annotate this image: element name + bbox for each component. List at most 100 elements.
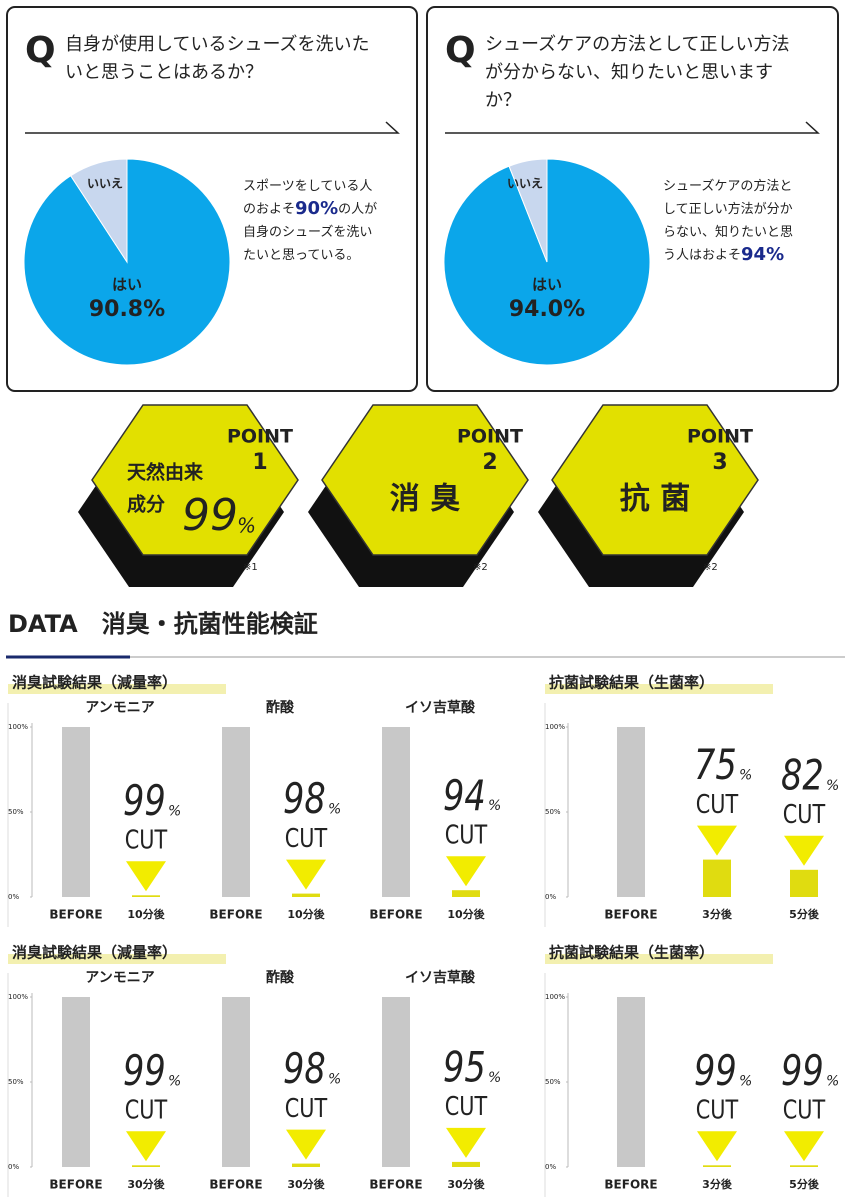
cut-arrow	[697, 825, 737, 856]
y-tick-label: 50%	[8, 1078, 24, 1086]
y-tick-label: 100%	[8, 723, 28, 731]
cut-unit: %	[826, 1073, 839, 1089]
y-tick-label: 100%	[8, 993, 28, 1001]
bar	[292, 893, 320, 897]
y-tick-label: 50%	[545, 808, 561, 816]
x-tick-label: 30分後	[287, 1177, 325, 1191]
pie-label: いいえ	[507, 177, 543, 191]
cut-arrow	[446, 856, 486, 887]
bar	[132, 895, 160, 897]
cut-arrow	[286, 859, 326, 890]
description: う人はおよそ94%	[663, 244, 784, 265]
cut-unit: %	[739, 768, 752, 784]
x-tick-label: 30分後	[447, 1177, 485, 1191]
group-name: アンモニア	[85, 970, 154, 986]
description-segment: して正しい方法が分か	[663, 201, 793, 217]
question-text: いと思うことはあるか？	[65, 62, 263, 83]
y-tick-label: 50%	[545, 1078, 561, 1086]
cut-word: CUT	[783, 1094, 826, 1125]
cut-arrow	[286, 1129, 326, 1160]
point-text: 天然由来	[127, 461, 203, 484]
point-label: POINT	[227, 426, 293, 448]
pie-label: いいえ	[87, 177, 123, 191]
point-number: 2	[482, 450, 497, 475]
x-tick-label: BEFORE	[369, 1178, 422, 1192]
cut-value: 75	[694, 741, 737, 790]
pie-value: 90.8%	[89, 297, 165, 322]
point-number: 1	[252, 450, 267, 475]
cut-unit: %	[328, 1072, 341, 1088]
q-mark: Q	[445, 30, 476, 71]
point-text: 消 臭	[390, 482, 460, 517]
hexagon	[91, 404, 299, 556]
bar	[790, 869, 818, 897]
cut-arrow	[784, 1131, 824, 1162]
panel-title: 消臭試験結果（減量率）	[12, 674, 177, 692]
pie-label: はい	[112, 276, 142, 294]
cut-word: CUT	[445, 819, 488, 850]
x-tick-label: BEFORE	[604, 1178, 657, 1192]
cut-word: CUT	[696, 788, 739, 819]
description: たいと思っている。	[243, 248, 359, 263]
x-tick-label: 5分後	[789, 1177, 820, 1191]
bar	[62, 997, 90, 1167]
cut-value: 98	[283, 775, 326, 824]
y-tick-label: 50%	[8, 808, 24, 816]
cut-word: CUT	[125, 824, 168, 855]
y-tick-label: 0%	[545, 893, 556, 901]
description: スポーツをしている人	[243, 179, 372, 194]
cut-unit: %	[739, 1073, 752, 1089]
panel-title-highlight	[545, 954, 773, 964]
cut-value: 94	[443, 771, 486, 820]
description: 自身のシューズを洗い	[243, 224, 372, 240]
bar	[790, 1165, 818, 1167]
cut-word: CUT	[285, 1092, 328, 1123]
description-segment: スポーツをしている人	[243, 179, 372, 194]
cut-unit: %	[488, 798, 501, 814]
question-text: か？	[485, 90, 521, 111]
group-name: 酢酸	[266, 969, 295, 986]
x-tick-label: BEFORE	[49, 1178, 102, 1192]
y-tick-label: 0%	[8, 1163, 19, 1171]
bar	[222, 997, 250, 1167]
divider-arrow	[25, 121, 400, 134]
cut-arrow	[126, 861, 166, 892]
point-figure: 99	[182, 490, 238, 541]
point-note: ※2	[473, 562, 488, 573]
x-tick-label: BEFORE	[209, 1178, 262, 1192]
cut-arrow	[126, 1131, 166, 1162]
point-note: ※1	[243, 562, 258, 573]
panel-title-highlight	[8, 684, 226, 694]
x-tick-label: 3分後	[702, 1177, 733, 1191]
description: らない、知りたいと思	[663, 224, 793, 240]
question-text: が分からない、知りたいと思います	[485, 62, 773, 83]
cut-value: 99	[694, 1046, 737, 1095]
panel-title: 抗菌試験結果（生菌率）	[549, 944, 714, 962]
section-title: DATA 消臭・抗菌性能検証	[8, 610, 318, 638]
cut-arrow	[784, 835, 824, 866]
bar	[703, 1165, 731, 1167]
description-segment: 自身のシューズを洗い	[243, 224, 372, 240]
question-text: 自身が使用しているシューズを洗いた	[65, 34, 370, 55]
question-text: シューズケアの方法として正しい方法	[485, 34, 790, 55]
point-number: 3	[712, 450, 727, 475]
panel-title: 消臭試験結果（減量率）	[12, 944, 177, 962]
panel-title-highlight	[8, 954, 226, 964]
description-segment: のおよそ	[243, 202, 295, 217]
description: シューズケアの方法と	[663, 178, 792, 194]
cut-unit: %	[826, 778, 839, 794]
cut-value: 95	[443, 1043, 486, 1092]
cut-unit: %	[488, 1070, 501, 1086]
cut-word: CUT	[696, 1094, 739, 1125]
group-name: 酢酸	[266, 699, 295, 716]
x-tick-label: 10分後	[447, 907, 485, 921]
cut-value: 99	[781, 1046, 824, 1095]
point-text: 抗 菌	[620, 482, 690, 517]
cut-arrow	[446, 1127, 486, 1158]
bar	[62, 727, 90, 897]
divider-arrow	[445, 121, 820, 134]
q-mark: Q	[25, 30, 56, 71]
x-tick-label: 10分後	[287, 907, 325, 921]
panel-title-highlight	[545, 684, 773, 694]
